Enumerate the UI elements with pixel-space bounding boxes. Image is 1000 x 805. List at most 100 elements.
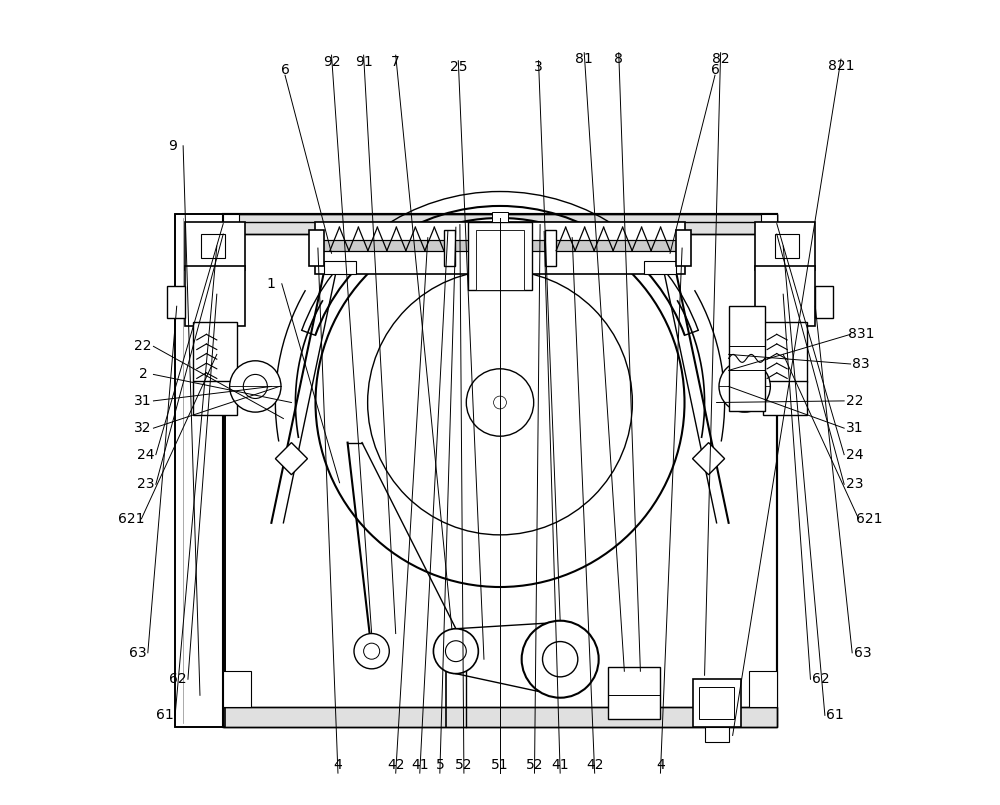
- Text: 7: 7: [391, 55, 400, 68]
- Text: 831: 831: [848, 328, 874, 341]
- Text: 4: 4: [334, 758, 342, 772]
- Text: 4: 4: [656, 758, 665, 772]
- Text: 61: 61: [156, 708, 174, 722]
- Bar: [223, 214, 777, 234]
- Circle shape: [243, 374, 267, 398]
- Circle shape: [719, 361, 770, 412]
- Text: 63: 63: [129, 646, 146, 660]
- Text: 6: 6: [281, 63, 289, 76]
- Text: 51: 51: [491, 758, 509, 772]
- Text: 42: 42: [586, 758, 603, 772]
- Bar: [193, 322, 237, 382]
- Circle shape: [466, 369, 534, 436]
- Bar: [468, 222, 532, 290]
- Bar: [223, 214, 777, 234]
- Circle shape: [364, 643, 380, 659]
- Polygon shape: [693, 443, 725, 475]
- Text: 91: 91: [355, 55, 372, 68]
- Text: 23: 23: [137, 477, 154, 491]
- Text: 22: 22: [134, 340, 152, 353]
- Text: 3: 3: [534, 60, 543, 74]
- Bar: [223, 214, 239, 234]
- Text: 82: 82: [712, 52, 729, 66]
- Bar: [693, 679, 741, 728]
- Circle shape: [733, 374, 757, 398]
- Bar: [223, 214, 777, 728]
- Text: 83: 83: [852, 357, 870, 371]
- Text: 621: 621: [856, 512, 882, 526]
- Bar: [223, 214, 777, 728]
- Text: 24: 24: [846, 448, 863, 461]
- Bar: [608, 667, 660, 720]
- Text: 8: 8: [614, 52, 623, 66]
- Bar: [315, 240, 685, 250]
- Circle shape: [230, 361, 281, 412]
- Circle shape: [445, 641, 466, 662]
- Bar: [324, 261, 356, 275]
- Text: 621: 621: [118, 512, 144, 526]
- Bar: [193, 381, 237, 415]
- Text: 42: 42: [387, 758, 404, 772]
- Bar: [223, 671, 251, 708]
- Bar: [705, 728, 729, 742]
- Text: 92: 92: [323, 55, 340, 68]
- Bar: [476, 230, 524, 290]
- Bar: [676, 229, 691, 266]
- Text: 1: 1: [267, 277, 276, 291]
- Text: 31: 31: [134, 394, 152, 408]
- Bar: [185, 266, 245, 326]
- Polygon shape: [275, 443, 307, 475]
- Bar: [545, 229, 556, 266]
- Text: 63: 63: [854, 646, 871, 660]
- Text: 821: 821: [828, 59, 854, 72]
- Bar: [749, 671, 777, 708]
- Text: 61: 61: [826, 708, 844, 722]
- Text: 52: 52: [526, 758, 543, 772]
- Bar: [315, 240, 685, 250]
- Bar: [699, 687, 734, 720]
- Bar: [775, 234, 799, 258]
- Text: 81: 81: [575, 52, 593, 66]
- Circle shape: [315, 218, 685, 587]
- Text: 23: 23: [846, 477, 863, 491]
- Bar: [167, 287, 185, 318]
- Bar: [815, 287, 833, 318]
- Text: 52: 52: [455, 758, 473, 772]
- Bar: [644, 261, 676, 275]
- Bar: [309, 229, 324, 266]
- Circle shape: [354, 634, 389, 669]
- Bar: [223, 708, 777, 728]
- Text: 25: 25: [450, 60, 467, 74]
- Text: 41: 41: [411, 758, 429, 772]
- Text: 6: 6: [711, 63, 719, 76]
- Bar: [444, 229, 455, 266]
- Text: 9: 9: [168, 138, 177, 153]
- Text: 24: 24: [137, 448, 154, 461]
- Bar: [763, 322, 807, 382]
- Circle shape: [494, 396, 506, 409]
- Bar: [175, 214, 225, 728]
- Text: 62: 62: [812, 672, 830, 687]
- Bar: [223, 708, 777, 728]
- Bar: [763, 381, 807, 415]
- Text: 31: 31: [846, 421, 863, 436]
- Circle shape: [433, 629, 478, 674]
- Text: 32: 32: [134, 421, 152, 436]
- Bar: [175, 214, 225, 728]
- Bar: [185, 222, 245, 270]
- Bar: [315, 222, 685, 275]
- Bar: [755, 222, 815, 270]
- Circle shape: [368, 270, 632, 535]
- Bar: [755, 266, 815, 326]
- Bar: [729, 306, 765, 411]
- Bar: [201, 234, 225, 258]
- Text: 41: 41: [551, 758, 569, 772]
- Bar: [492, 213, 508, 222]
- Bar: [761, 214, 777, 234]
- Text: 62: 62: [169, 672, 186, 687]
- Text: 5: 5: [435, 758, 444, 772]
- Circle shape: [522, 621, 599, 698]
- Text: 22: 22: [846, 394, 863, 408]
- Circle shape: [543, 642, 578, 677]
- Text: 2: 2: [139, 367, 147, 382]
